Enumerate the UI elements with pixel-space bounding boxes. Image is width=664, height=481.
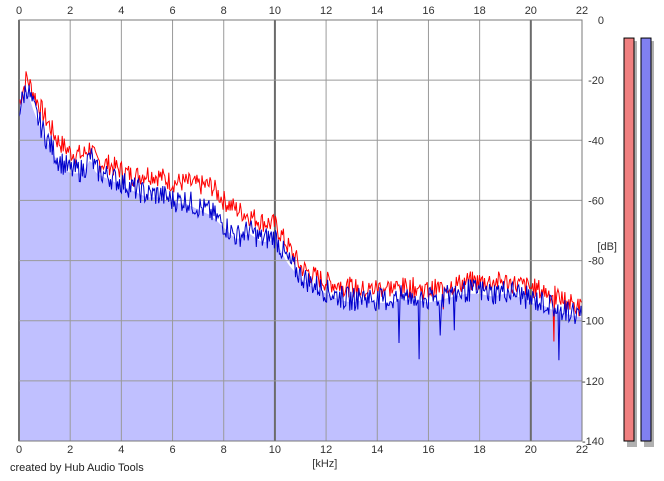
x-tick-label-top: 20	[525, 5, 537, 17]
spectrum-series-line	[18, 71, 583, 342]
x-tick-label-bottom: 8	[221, 444, 227, 456]
level-meter-bar	[640, 37, 652, 442]
x-tick-label-top: 18	[474, 5, 486, 17]
x-tick-label-bottom: 12	[320, 444, 332, 456]
x-tick-label-bottom: 22	[576, 444, 588, 456]
x-tick-label-top: 0	[16, 5, 22, 17]
y-tick-label: -40	[588, 135, 604, 147]
x-tick-label-bottom: 2	[67, 444, 73, 456]
plot-frame	[18, 19, 583, 442]
y-tick-label: 0	[598, 15, 604, 27]
x-tick-label-top: 14	[371, 5, 383, 17]
x-tick-label-bottom: 20	[525, 444, 537, 456]
y-tick-label: -80	[588, 256, 604, 268]
x-tick-label-top: 12	[320, 5, 332, 17]
y-tick-label: -20	[588, 75, 604, 87]
spectrum-series-line	[18, 84, 583, 361]
x-tick-label-bottom: 4	[118, 444, 124, 456]
x-tick-label-top: 8	[221, 5, 227, 17]
x-tick-label-bottom: 10	[269, 444, 281, 456]
y-tick-label: -100	[582, 316, 604, 328]
level-meter-bar	[623, 37, 635, 442]
x-tick-label-bottom: 6	[169, 444, 175, 456]
y-axis-unit-label: [dB]	[597, 241, 617, 253]
x-tick-label-top: 2	[67, 5, 73, 17]
spectrum-fill-area	[19, 91, 582, 441]
x-tick-label-top: 16	[422, 5, 434, 17]
y-tick-label: -140	[582, 436, 604, 448]
y-tick-label: -60	[588, 195, 604, 207]
x-tick-label-top: 10	[269, 5, 281, 17]
y-tick-label: -120	[582, 376, 604, 388]
x-tick-label-top: 6	[169, 5, 175, 17]
x-tick-label-top: 4	[118, 5, 124, 17]
x-tick-label-bottom: 16	[422, 444, 434, 456]
credit-text: created by Hub Audio Tools	[10, 462, 144, 474]
x-tick-label-bottom: 0	[16, 444, 22, 456]
x-axis-unit-label: [kHz]	[312, 458, 337, 470]
x-tick-label-bottom: 18	[474, 444, 486, 456]
x-tick-label-top: 22	[576, 5, 588, 17]
x-tick-label-bottom: 14	[371, 444, 383, 456]
